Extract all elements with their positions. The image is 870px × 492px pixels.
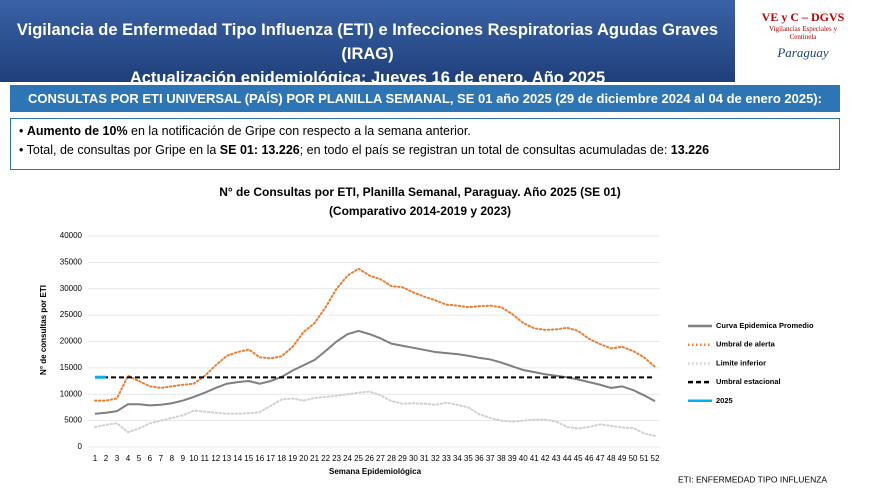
y-tick-label: 30000 [60,284,83,293]
logo-line: Centinela [789,33,817,41]
x-tick-label: 13 [222,454,231,463]
x-tick-label: 1 [93,454,98,463]
x-tick-label: 9 [181,454,186,463]
bullet-text: ; en todo el país se registran un total … [299,143,671,157]
x-tick-label: 30 [409,454,418,463]
legend-label: Umbral de alerta [716,340,776,349]
header-title: Vigilancia de Enfermedad Tipo Influenza … [16,21,719,63]
bullet-text: Total, de consultas por Gripe en la [26,143,220,157]
series-line [94,390,656,437]
x-tick-label: 51 [640,454,649,463]
series-line [94,329,656,415]
x-tick-label: 27 [376,454,385,463]
x-tick-label: 46 [585,454,594,463]
x-axis-title: Semana Epidemiológica [329,467,422,476]
x-tick-label: 33 [442,454,451,463]
legend-label: 2025 [716,396,733,405]
x-tick-label: 28 [387,454,396,463]
x-tick-label: 11 [201,454,210,463]
x-tick-label: 8 [170,454,175,463]
y-tick-label: 20000 [60,337,83,346]
header-subtitle: Actualización epidemiológica: Jueves 16 … [129,69,606,87]
bullet-text: 13.226 [670,143,710,157]
x-tick-label: 5 [137,454,142,463]
x-tick-label: 31 [420,454,429,463]
bullet-box: • Aumento de 10% en la notificación de G… [10,118,840,170]
x-tick-label: 42 [541,454,550,463]
legend-label: Limite inferior [716,358,766,367]
legend-label: Curva Epidemica Promedio [716,321,814,330]
x-tick-label: 32 [431,454,440,463]
logo-line: Vigilancias Especiales y [768,25,837,33]
x-tick-label: 2 [104,454,109,463]
y-axis-title: N° de consultas por ETI [39,285,48,375]
x-tick-label: 34 [453,454,462,463]
x-tick-label: 21 [310,454,319,463]
x-tick-label: 29 [398,454,407,463]
x-tick-label: 17 [266,454,275,463]
x-tick-label: 47 [596,454,605,463]
y-tick-label: 0 [78,442,83,451]
x-tick-label: 39 [508,454,517,463]
x-tick-label: 36 [475,454,484,463]
chart-title: N° de Consultas por ETI, Planilla Semana… [219,185,621,199]
x-tick-label: 22 [321,454,330,463]
x-tick-label: 52 [651,454,660,463]
logo-title: VE y C – DGVS [761,10,845,24]
legend-label: Umbral estacional [716,377,781,386]
x-tick-label: 50 [629,454,638,463]
x-tick-label: 4 [126,454,131,463]
x-tick-label: 18 [277,454,286,463]
y-tick-label: 25000 [60,310,83,319]
chart: N° de Consultas por ETI, Planilla Semana… [39,185,827,484]
x-tick-label: 7 [159,454,164,463]
x-tick-label: 35 [464,454,473,463]
x-tick-label: 49 [618,454,627,463]
x-tick-label: 23 [332,454,341,463]
header: Vigilancia de Enfermedad Tipo Influenza … [0,0,735,87]
y-tick-label: 15000 [60,363,83,372]
bullet-text: Aumento de 10% [26,124,128,138]
x-tick-label: 16 [255,454,264,463]
section-title: CONSULTAS POR ETI UNIVERSAL (PAÍS) POR P… [10,85,840,112]
x-tick-label: 19 [288,454,297,463]
x-tick-label: 10 [189,454,198,463]
x-tick-label: 20 [299,454,308,463]
series-line [94,267,656,402]
x-tick-label: 44 [563,454,572,463]
x-tick-label: 24 [343,454,352,463]
x-tick-label: 3 [115,454,120,463]
x-tick-label: 40 [519,454,528,463]
y-tick-label: 40000 [60,231,83,240]
x-tick-label: 25 [354,454,363,463]
x-tick-label: 43 [552,454,561,463]
bullet-text: en la notificación de Gripe con respecto… [127,124,471,138]
x-tick-label: 6 [148,454,153,463]
y-tick-label: 35000 [60,257,83,266]
chart-subtitle: (Comparativo 2014-2019 y 2023) [329,204,511,218]
x-tick-label: 37 [486,454,495,463]
x-tick-label: 12 [211,454,220,463]
x-tick-label: 38 [497,454,506,463]
x-tick-label: 15 [244,454,253,463]
x-tick-label: 14 [233,454,242,463]
x-tick-label: 26 [365,454,374,463]
footnote: ETI: ENFERMEDAD TIPO INFLUENZA [678,474,827,484]
bullet-text: SE 01: 13.226 [219,143,300,157]
x-tick-label: 48 [607,454,616,463]
y-tick-label: 5000 [64,416,82,425]
logo-country: Paraguay [777,45,829,60]
bullet: • Aumento de 10% en la notificación de G… [19,124,471,138]
x-tick-label: 45 [574,454,583,463]
x-tick-label: 41 [530,454,539,463]
bullet: • Total, de consultas por Gripe en la SE… [19,143,710,157]
logo: VE y C – DGVS Vigilancias Especiales y C… [738,2,868,80]
y-tick-label: 10000 [60,389,83,398]
